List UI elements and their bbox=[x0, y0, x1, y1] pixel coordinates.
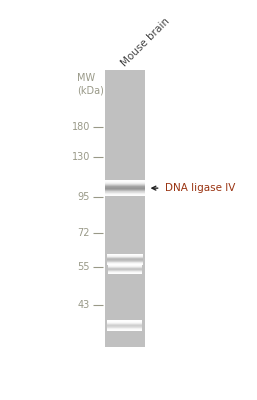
Bar bbox=[105, 188, 145, 189]
Bar bbox=[105, 184, 145, 185]
Bar bbox=[108, 272, 142, 273]
Text: DNA ligase IV: DNA ligase IV bbox=[164, 183, 235, 193]
Bar bbox=[107, 326, 142, 327]
Bar bbox=[105, 187, 145, 188]
Bar bbox=[105, 181, 145, 182]
Bar bbox=[105, 188, 145, 189]
Bar bbox=[107, 261, 143, 262]
Bar bbox=[107, 329, 142, 330]
Bar bbox=[107, 321, 142, 322]
Text: 130: 130 bbox=[71, 152, 90, 162]
Bar bbox=[107, 263, 143, 264]
Bar bbox=[107, 325, 142, 326]
Bar bbox=[107, 258, 143, 259]
Bar bbox=[105, 191, 145, 192]
Bar bbox=[108, 269, 142, 270]
Bar bbox=[105, 186, 145, 187]
Bar bbox=[107, 254, 143, 255]
Bar bbox=[105, 70, 145, 347]
Bar bbox=[107, 259, 143, 260]
Bar bbox=[105, 191, 145, 192]
Text: Mouse brain: Mouse brain bbox=[120, 16, 172, 68]
Bar bbox=[107, 323, 142, 324]
Bar bbox=[105, 182, 145, 183]
Bar bbox=[107, 264, 143, 265]
Bar bbox=[107, 256, 143, 257]
Bar bbox=[107, 254, 143, 255]
Bar bbox=[105, 185, 145, 186]
Bar bbox=[105, 180, 145, 181]
Text: 55: 55 bbox=[77, 262, 90, 272]
Bar bbox=[107, 322, 142, 323]
Bar bbox=[107, 326, 142, 327]
Bar bbox=[108, 273, 142, 274]
Bar bbox=[108, 271, 142, 272]
Bar bbox=[107, 328, 142, 329]
Bar bbox=[105, 194, 145, 195]
Bar bbox=[107, 261, 143, 262]
Bar bbox=[107, 262, 143, 263]
Bar bbox=[107, 260, 143, 261]
Bar bbox=[107, 327, 142, 328]
Bar bbox=[108, 271, 142, 272]
Bar bbox=[108, 273, 142, 274]
Bar bbox=[107, 328, 142, 329]
Bar bbox=[107, 263, 143, 264]
Bar bbox=[107, 325, 142, 326]
Bar bbox=[105, 189, 145, 190]
Text: 43: 43 bbox=[78, 300, 90, 310]
Bar bbox=[108, 267, 142, 268]
Bar bbox=[107, 255, 143, 256]
Bar bbox=[107, 330, 142, 331]
Text: 72: 72 bbox=[77, 228, 90, 238]
Bar bbox=[107, 324, 142, 325]
Bar bbox=[108, 265, 142, 266]
Bar bbox=[105, 195, 145, 196]
Bar bbox=[107, 322, 142, 323]
Bar bbox=[108, 268, 142, 269]
Text: 95: 95 bbox=[78, 192, 90, 202]
Bar bbox=[107, 258, 143, 259]
Bar bbox=[105, 194, 145, 195]
Bar bbox=[105, 184, 145, 185]
Bar bbox=[108, 265, 142, 266]
Bar bbox=[107, 329, 142, 330]
Bar bbox=[107, 327, 142, 328]
Text: MW
(kDa): MW (kDa) bbox=[77, 73, 104, 95]
Bar bbox=[105, 187, 145, 188]
Bar bbox=[108, 269, 142, 270]
Bar bbox=[107, 320, 142, 321]
Bar bbox=[105, 190, 145, 191]
Bar bbox=[108, 268, 142, 269]
Bar bbox=[105, 183, 145, 184]
Bar bbox=[108, 264, 142, 265]
Bar bbox=[108, 270, 142, 271]
Bar bbox=[108, 270, 142, 271]
Bar bbox=[107, 323, 142, 324]
Bar bbox=[105, 193, 145, 194]
Bar bbox=[108, 264, 142, 265]
Bar bbox=[105, 181, 145, 182]
Bar bbox=[107, 257, 143, 258]
Bar bbox=[107, 260, 143, 261]
Bar bbox=[108, 267, 142, 268]
Bar bbox=[108, 266, 142, 267]
Bar bbox=[105, 192, 145, 193]
Bar bbox=[105, 193, 145, 194]
Bar bbox=[107, 257, 143, 258]
Text: 180: 180 bbox=[71, 122, 90, 132]
Bar bbox=[107, 259, 143, 260]
Bar bbox=[108, 272, 142, 273]
Bar bbox=[107, 324, 142, 325]
Bar bbox=[107, 262, 143, 263]
Bar bbox=[105, 182, 145, 183]
